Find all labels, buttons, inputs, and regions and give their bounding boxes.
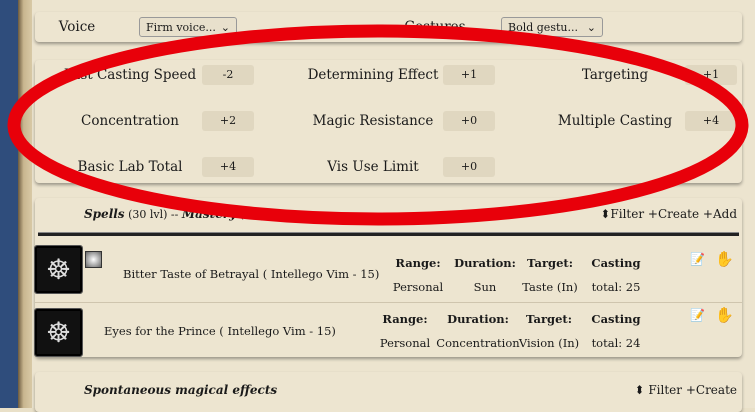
stat-value: +1 [443, 65, 495, 85]
spell-duration: Concentration [436, 336, 520, 350]
range-header: Range: [395, 256, 441, 270]
spell-name[interactable]: Bitter Taste of Betrayal ( Intellego Vim… [123, 267, 380, 281]
stat-value: +2 [202, 111, 254, 131]
duration-header: Duration: [447, 312, 509, 326]
filter-button[interactable]: ⬍Filter [600, 207, 644, 221]
stat-value: -2 [202, 65, 254, 85]
casting-stats-panel: Fast Casting Speed -2 Determining Effect… [35, 60, 742, 183]
voice-select[interactable]: Firm voice... ⌄ [139, 17, 237, 37]
range-header: Range: [382, 312, 428, 326]
stat-label: Concentration [81, 113, 179, 129]
divider [38, 232, 739, 236]
create-button[interactable]: +Create [686, 383, 737, 397]
plus-icon: + [647, 207, 658, 221]
stat-value: +4 [202, 157, 254, 177]
spell-casting-total: total: 24 [591, 336, 641, 350]
spontaneous-panel: Spontaneous magical effects ⬍ Filter +Cr… [35, 372, 742, 412]
add-label: Add [712, 207, 737, 221]
spontaneous-heading: Spontaneous magical effects [84, 383, 278, 397]
spells-heading: Spells [84, 207, 125, 221]
plus-icon: + [702, 207, 713, 221]
stat-label: Magic Resistance [312, 113, 434, 129]
vim-knot-icon: ☸ [34, 308, 83, 357]
edit-note-icon[interactable]: 📝 [690, 308, 705, 322]
stat-value: +0 [443, 111, 495, 131]
spontaneous-actions: ⬍ Filter +Create [634, 383, 737, 397]
duration-header: Duration: [454, 256, 516, 270]
spell-range: Personal [392, 280, 444, 294]
chevron-down-icon: ⌄ [586, 21, 596, 34]
add-button[interactable]: +Add [703, 207, 737, 221]
create-label: Create [695, 383, 737, 397]
spells-level: (30 lvl) [128, 208, 168, 221]
sort-icon: ⬍ [600, 207, 611, 221]
spell-casting-total: total: 25 [591, 280, 641, 294]
stat-label: Vis Use Limit [327, 159, 419, 175]
spell-target: Taste (In) [522, 280, 578, 294]
spells-actions: ⬍Filter +Create +Add [600, 207, 737, 221]
stat-label: Basic Lab Total [77, 159, 183, 175]
stat-label: Multiple Casting [557, 113, 673, 129]
stat-value: +0 [443, 157, 495, 177]
voice-value: Firm voice... [146, 21, 216, 34]
filter-button[interactable]: ⬍ Filter [634, 383, 682, 397]
create-label: Create [657, 207, 700, 221]
row-divider [35, 302, 742, 303]
stat-label: Determining Effect [307, 67, 439, 83]
chevron-down-icon: ⌄ [220, 21, 230, 34]
sort-icon: ⬍ [634, 383, 645, 397]
stat-value: +4 [685, 111, 737, 131]
gestures-value: Bold gestu... [508, 21, 578, 34]
spell-duration: Sun [473, 280, 497, 294]
sidebar-strip [0, 0, 18, 408]
spell-target: Vision (In) [518, 336, 580, 350]
separator: -- [170, 208, 179, 221]
target-header: Target: [526, 312, 572, 326]
hand-icon[interactable]: ✋ [715, 306, 734, 324]
target-header: Target: [527, 256, 573, 270]
sun-burst-icon [85, 251, 102, 268]
create-button[interactable]: +Create [648, 207, 699, 221]
voice-label: Voice [58, 19, 96, 35]
filter-label: Filter [610, 207, 645, 221]
spell-range: Personal [379, 336, 431, 350]
stat-label: Targeting [581, 67, 649, 83]
casting-header: Casting [591, 312, 641, 326]
edit-note-icon[interactable]: 📝 [690, 252, 705, 266]
spell-name[interactable]: Eyes for the Prince ( Intellego Vim - 15… [104, 324, 336, 338]
plus-icon: + [685, 383, 696, 397]
highlight-ellipse [7, 24, 749, 226]
filter-label: Filter [648, 383, 682, 397]
vim-knot-icon: ☸ [34, 245, 83, 294]
casting-header: Casting [591, 256, 641, 270]
hand-icon[interactable]: ✋ [715, 250, 734, 268]
